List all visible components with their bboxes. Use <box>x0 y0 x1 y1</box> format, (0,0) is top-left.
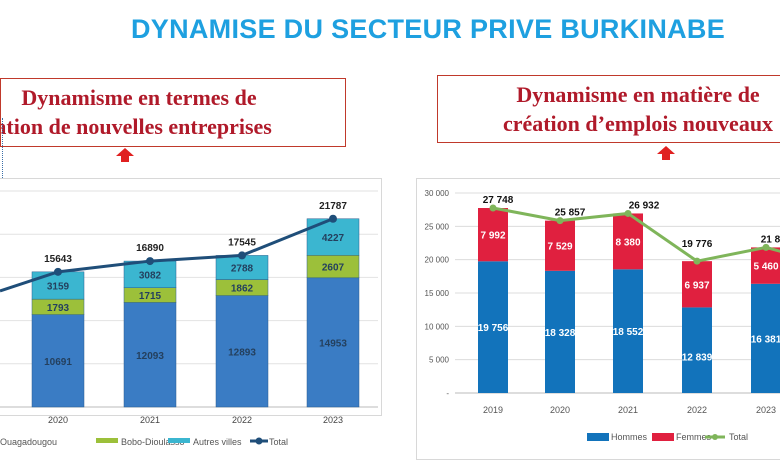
total-value-label: 16890 <box>136 243 164 254</box>
bar-value-label: 8 380 <box>615 237 640 248</box>
legend-total-marker <box>255 437 263 445</box>
bar-femmes <box>751 247 780 284</box>
right-caption-box: Dynamisme en matière de création d’emplo… <box>437 75 780 143</box>
x-tick-label: 2019 <box>483 405 503 415</box>
legend-total-marker <box>712 434 718 440</box>
bar-value-label: 18 552 <box>613 327 644 338</box>
total-point <box>762 243 770 251</box>
total-value-label: 15643 <box>44 254 72 265</box>
x-tick-label: 2021 <box>618 405 638 415</box>
bar-value-label: 10691 <box>44 357 72 368</box>
bar-hommes <box>613 269 643 393</box>
legend-swatch <box>652 433 674 441</box>
bar-value-label: 3082 <box>139 270 162 281</box>
total-point <box>624 209 632 217</box>
bar-hommes <box>751 283 780 393</box>
total-value-label: 19 776 <box>682 239 713 250</box>
right-caption-line1: Dynamisme en matière de <box>516 82 760 107</box>
y-tick-label: - <box>446 389 449 398</box>
total-value-label: 21787 <box>319 201 347 212</box>
right-chart-panel <box>416 178 780 460</box>
x-tick-label: 2023 <box>323 415 343 425</box>
total-line <box>492 206 780 263</box>
bar-value-label: 1715 <box>139 291 162 302</box>
up-arrow-icon <box>657 146 675 160</box>
legend-label: Femmes <box>676 432 712 442</box>
bar-femmes <box>478 208 508 262</box>
bar-value-label: 2788 <box>231 263 254 274</box>
left-caption-line1: Dynamisme en termes de <box>21 85 257 110</box>
bar-autres-villes <box>215 255 269 280</box>
total-value-label: 25 857 <box>555 208 586 219</box>
page-title: DYNAMISE DU SECTEUR PRIVE BURKINABE <box>130 14 726 44</box>
left-caption-box: Dynamisme en termes de création de nouve… <box>0 78 346 147</box>
y-tick-label: 30 000 <box>425 189 450 198</box>
x-tick-label: 2021 <box>140 415 160 425</box>
total-value-label: 21 841 <box>761 234 780 245</box>
up-arrow-icon <box>116 148 134 162</box>
legend-label: Hommes <box>611 432 648 442</box>
total-value-label: 17545 <box>228 237 256 248</box>
bar-ouagadougou <box>123 302 177 408</box>
x-tick-label: 2020 <box>48 415 68 425</box>
legend-label: Total <box>729 432 748 442</box>
total-point <box>54 267 62 276</box>
left-caption-line2: création de nouvelles entreprises <box>1 114 272 139</box>
bar-value-label: 16 381 <box>751 334 780 345</box>
bar-value-label: 4227 <box>322 233 345 244</box>
bar-hommes <box>545 270 575 393</box>
total-value-label: 26 932 <box>629 200 660 211</box>
bar-value-label: 7 992 <box>480 231 505 242</box>
bar-value-label: 2607 <box>322 263 345 274</box>
legend-label: Bobo-Dioulasso <box>121 437 185 447</box>
bar-ouagadougou <box>306 277 360 408</box>
total-point <box>329 214 337 223</box>
bar-value-label: 1793 <box>47 303 70 314</box>
x-tick-label: 2023 <box>756 405 776 415</box>
total-point <box>693 257 701 265</box>
legend-label: Ouagadougou <box>0 437 57 447</box>
bar-value-label: 3159 <box>47 281 70 292</box>
bar-value-label: 12093 <box>136 351 164 362</box>
bar-value-label: 18 328 <box>545 328 576 339</box>
bar-value-label: 12893 <box>228 347 256 358</box>
legend-label: Autres villes <box>193 437 242 447</box>
bar-autres-villes <box>123 260 177 288</box>
bar-ouagadougou <box>31 314 85 408</box>
legend-label: Total <box>269 437 288 447</box>
bar-femmes <box>682 261 712 308</box>
bar-value-label: 12 839 <box>682 352 713 363</box>
bar-value-label: 14953 <box>319 338 347 349</box>
bar-value-label: 19 756 <box>478 323 509 334</box>
x-tick-label: 2022 <box>687 405 707 415</box>
total-point <box>238 251 246 260</box>
x-tick-label: 2020 <box>550 405 570 415</box>
total-point <box>556 217 564 225</box>
dotted-connector <box>2 118 3 190</box>
total-value-label: 27 748 <box>483 195 514 206</box>
bar-value-label: 5 460 <box>753 262 778 273</box>
x-tick-label: 2022 <box>232 415 252 425</box>
bar-femmes <box>545 220 575 271</box>
total-point <box>146 257 154 266</box>
legend-swatch <box>587 433 609 441</box>
bar-value-label: 6 937 <box>684 280 709 291</box>
total-point <box>489 204 497 212</box>
y-tick-label: 20 000 <box>425 256 450 265</box>
bar-hommes <box>682 307 712 393</box>
right-caption-line2: création d’emplois nouveaux <box>502 111 774 136</box>
legend-swatch <box>168 438 190 443</box>
y-tick-label: 15 000 <box>425 289 450 298</box>
legend-swatch <box>96 438 118 443</box>
bar-value-label: 7 529 <box>547 242 572 253</box>
bar-hommes <box>478 261 508 393</box>
y-tick-label: 10 000 <box>425 322 450 331</box>
bar-value-label: 1862 <box>231 284 254 295</box>
bar-femmes <box>613 213 643 270</box>
y-tick-label: 5 000 <box>429 356 450 365</box>
bar-ouagadougou <box>215 295 269 408</box>
y-tick-label: 25 000 <box>425 222 450 231</box>
